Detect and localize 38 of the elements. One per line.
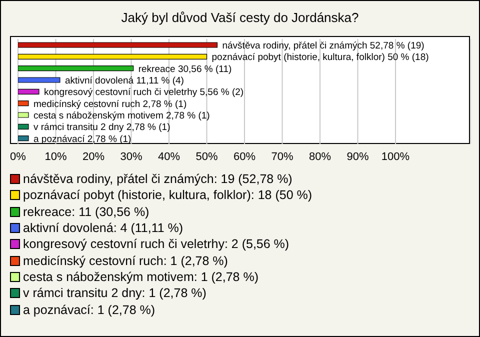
chart-title: Jaký byl důvod Vaší cesty do Jordánska?	[120, 10, 360, 25]
text: návštěva rodiny, přátel či známých: 19 (52,78 %)	[23, 172, 292, 186]
x-tick-label: 0%	[10, 150, 26, 163]
text: kongresový cestovní ruch či veletrhy: 2 (5,56 %)	[23, 237, 290, 252]
bar	[18, 136, 29, 142]
x-tick-label: 90%	[346, 150, 369, 163]
x-tick-label: 60%	[233, 150, 256, 163]
data-label: poznávací pobyt (historie, kultura, folklor) 50 % (18)	[212, 52, 429, 64]
x-tick-label: 30%	[120, 150, 142, 163]
data-label: v rámci transitu 2 dny 2,78 % (1)	[33, 122, 170, 134]
data-label: medicínský cestovní ruch 2,78 % (1)	[33, 98, 187, 110]
x-tick-label: 70%	[271, 150, 294, 163]
x-tick-label: 100%	[381, 150, 410, 163]
bar	[18, 100, 29, 106]
bar	[18, 66, 134, 72]
x-tick-label: 50%	[196, 150, 218, 163]
data-label: aktivní dovolená 11,11 % (4)	[64, 76, 184, 86]
bar	[18, 77, 60, 83]
bar	[18, 42, 218, 48]
data-label: rekreace 30,56 % (11)	[138, 64, 232, 75]
text: cesta s náboženským motivem: 1 (2,78 %)	[23, 270, 259, 284]
bar	[18, 124, 29, 130]
text: v rámci transitu 2 dny: 1 (2,78 %)	[23, 286, 206, 300]
text: medicínský cestovní ruch: 1 (2,78 %)	[23, 254, 228, 268]
text: rekreace: 11 (30,56 %)	[23, 204, 150, 219]
text: aktivní dovolená: 4 (11,11 %)	[23, 221, 184, 236]
x-tick-label: 20%	[82, 150, 105, 163]
text: poznávací pobyt (historie, kultura, folklor): 18 (50 %)	[23, 188, 312, 202]
bar	[18, 112, 29, 118]
text: a poznávací: 1 (2,78 %)	[23, 302, 156, 317]
x-tick-label: 80%	[308, 150, 332, 163]
data-label: cesta s náboženským motivem 2,78 % (1)	[33, 110, 210, 122]
data-label: kongresový cestovní ruch či veletrhy 5,56 % (2)	[44, 87, 244, 98]
bar	[18, 88, 40, 94]
x-tick-label: 10%	[44, 150, 67, 163]
bar	[18, 54, 208, 60]
data-label: návštěva rodiny, přátel či známých 52,78 % (19)	[222, 40, 424, 52]
x-tick-label: 40%	[158, 150, 180, 163]
